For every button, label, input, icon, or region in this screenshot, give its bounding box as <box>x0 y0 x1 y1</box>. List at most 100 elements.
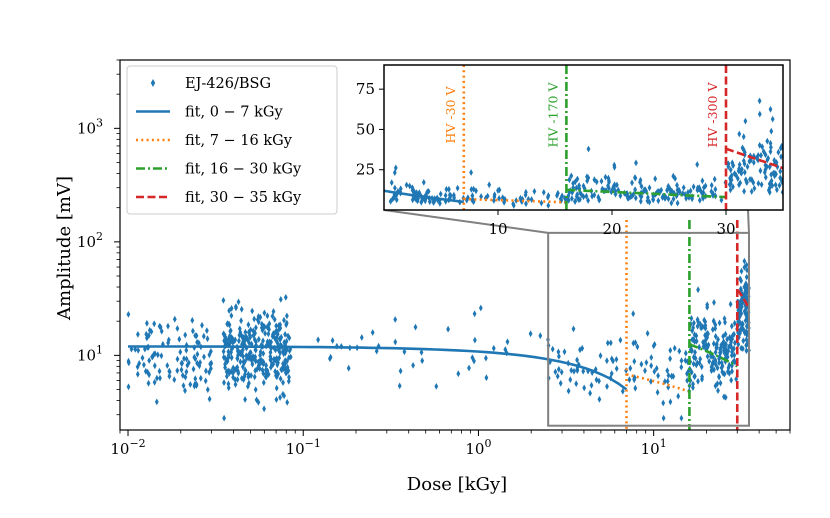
scatter-point <box>679 357 684 365</box>
scatter-point <box>690 327 695 335</box>
inset-scatter-point <box>769 177 774 185</box>
scatter-point <box>370 329 375 336</box>
inset-scatter-point <box>392 169 397 176</box>
scatter-point <box>268 353 273 360</box>
scatter-point <box>562 348 567 356</box>
scatter-point <box>147 326 152 334</box>
scatter-point <box>628 364 633 372</box>
inset-scatter-point <box>560 192 564 200</box>
scatter-point <box>165 362 170 369</box>
inset-scatter-point <box>765 156 770 164</box>
scatter-point <box>146 379 151 387</box>
scatter-point <box>265 312 270 320</box>
scatter-point <box>276 359 280 367</box>
scatter-point <box>729 376 734 384</box>
inset-scatter-point <box>666 195 671 203</box>
inset-scatter-point <box>772 172 777 180</box>
scatter-point <box>228 327 233 334</box>
scatter-point <box>627 376 632 384</box>
scatter-point <box>159 352 164 360</box>
scatter-point <box>246 321 251 329</box>
scatter-point <box>478 304 483 312</box>
inset-y-tick-label: 75 <box>356 80 375 98</box>
inset-scatter-point <box>653 175 658 183</box>
inset-scatter-point <box>394 196 399 204</box>
scatter-point <box>741 337 746 345</box>
inset-scatter-point <box>628 193 633 201</box>
scatter-point <box>614 365 619 372</box>
scatter-point <box>182 355 186 362</box>
scatter-point <box>723 330 728 338</box>
scatter-point <box>166 322 170 330</box>
scatter-point <box>246 383 250 390</box>
scatter-point <box>668 347 673 354</box>
scatter-point <box>711 318 716 325</box>
scatter-point <box>260 366 265 374</box>
scatter-point <box>227 368 231 375</box>
scatter-point <box>272 334 277 341</box>
scatter-point <box>266 341 270 349</box>
inset-scatter-point <box>469 169 473 176</box>
scatter-point <box>695 359 700 367</box>
inset-scatter-point <box>757 97 762 105</box>
inset-scatter-point <box>404 181 409 189</box>
scatter-point <box>718 349 722 357</box>
inset-scatter-point <box>760 143 765 151</box>
scatter-point <box>732 330 736 338</box>
scatter-point <box>266 371 271 378</box>
scatter-point <box>742 257 747 265</box>
inset-scatter-point <box>740 144 745 152</box>
scatter-point <box>473 336 477 344</box>
inset-scatter-point <box>773 181 778 189</box>
main-axes-frame <box>119 59 791 431</box>
inset-scatter-point <box>688 187 693 195</box>
inset-scatter-point <box>529 196 534 203</box>
inset-scatter-point <box>742 168 747 176</box>
scatter-point <box>581 367 586 375</box>
scatter-point <box>263 330 267 337</box>
scatter-point <box>286 332 290 340</box>
inset-scatter-point <box>700 177 705 185</box>
scatter-point <box>729 352 734 359</box>
inset-scatter-point <box>541 189 546 196</box>
scatter-point <box>195 338 199 346</box>
scatter-point <box>700 323 705 331</box>
x-tick-label: 10−1 <box>286 437 321 458</box>
scatter-point <box>624 367 628 374</box>
scatter-point <box>402 348 407 356</box>
inset-scatter-point <box>776 148 781 156</box>
scatter-point <box>538 332 543 340</box>
inset-scatter-point <box>546 202 551 209</box>
inset-scatter-point <box>700 190 705 198</box>
scatter-point <box>261 370 266 377</box>
inset-scatter-point <box>393 184 397 192</box>
scatter-point <box>155 351 160 359</box>
scatter-point <box>126 383 131 391</box>
scatter-point <box>192 353 197 361</box>
inset-scatter-point <box>638 197 643 205</box>
scatter-point <box>654 365 659 372</box>
scatter-point <box>704 341 709 349</box>
scatter-point <box>167 368 172 376</box>
inset-scatter-point <box>574 184 579 192</box>
inset-scatter-point <box>703 182 708 190</box>
scatter-point <box>661 399 666 407</box>
inset-scatter-point <box>479 193 483 200</box>
inset-scatter-point <box>729 176 734 184</box>
scatter-point <box>243 328 248 336</box>
scatter-point <box>718 379 723 387</box>
scatter-point <box>330 337 335 344</box>
inset-scatter-point <box>615 181 619 189</box>
scatter-point <box>566 387 571 395</box>
scatter-point <box>727 369 732 377</box>
scatter-point <box>259 324 264 332</box>
scatter-point <box>721 370 726 377</box>
scatter-point <box>668 355 672 363</box>
inset-scatter-point <box>770 115 775 123</box>
inset-scatter-point <box>756 180 761 187</box>
inset-scatter-point <box>487 181 492 189</box>
inset-scatter-point <box>763 151 768 159</box>
scatter-point <box>582 384 587 392</box>
scatter-point <box>718 344 723 352</box>
scatter-point <box>230 339 235 346</box>
